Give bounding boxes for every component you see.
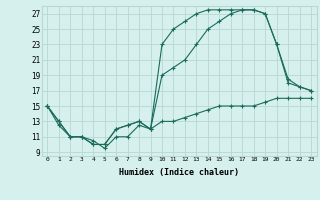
- X-axis label: Humidex (Indice chaleur): Humidex (Indice chaleur): [119, 168, 239, 177]
